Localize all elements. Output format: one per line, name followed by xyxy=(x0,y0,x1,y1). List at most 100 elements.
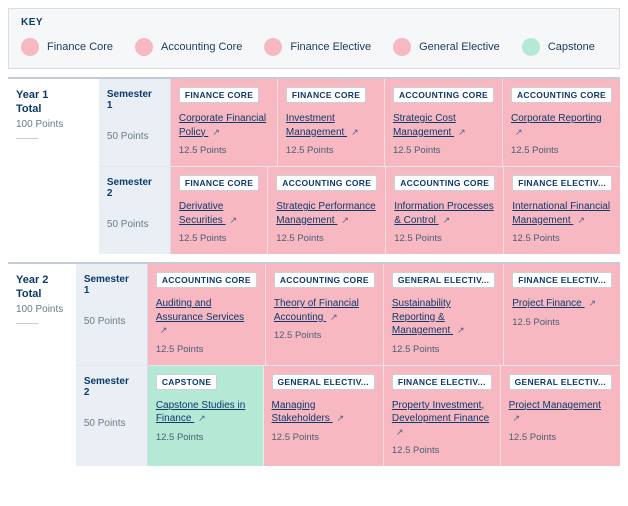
legend-dot xyxy=(522,38,540,56)
course-link[interactable]: Strategic Performance Management ↗ xyxy=(276,200,377,227)
external-link-icon: ↗ xyxy=(515,126,523,138)
year-points: 100 Points xyxy=(16,119,91,130)
course-link[interactable]: Theory of Financial Accounting ↗ xyxy=(274,297,375,324)
legend-label: Finance Core xyxy=(47,41,113,53)
divider xyxy=(16,323,38,324)
legend-item: Finance Core xyxy=(21,38,113,56)
course-link[interactable]: Information Processes & Control ↗ xyxy=(394,200,495,227)
course-card: FINANCE ELECTIV... Property Investment, D… xyxy=(384,366,501,467)
year-total-label: Total xyxy=(16,103,91,115)
legend-title: KEY xyxy=(21,17,607,28)
course-card: FINANCE CORE Corporate Financial Policy ↗… xyxy=(171,79,278,166)
course-link[interactable]: Strategic Cost Management ↗ xyxy=(393,112,494,139)
semester-num: 2 xyxy=(84,387,139,398)
course-card: GENERAL ELECTIV...Project Management ↗12… xyxy=(501,366,620,467)
course-link[interactable]: Corporate Reporting ↗ xyxy=(511,112,612,139)
course-link[interactable]: Derivative Securities ↗ xyxy=(179,200,259,227)
course-points: 12.5 Points xyxy=(272,432,375,443)
semester-row: Semester2 50 Points FINANCE CORE Derivative… xyxy=(99,166,620,254)
course-category-badge: FINANCE CORE xyxy=(179,175,259,191)
course-category-badge: ACCOUNTING CORE xyxy=(274,272,375,288)
semester-points: 50 Points xyxy=(107,131,162,142)
semester-name: Semester xyxy=(84,274,139,285)
legend-label: Finance Elective xyxy=(290,41,371,53)
semester-label: Semester250 Points xyxy=(76,366,148,467)
semester-row: Semester150 PointsFINANCE CORECorporate … xyxy=(99,79,620,166)
semester-row: Semester1 50 Points ACCOUNTING CORE Auditin… xyxy=(76,264,620,365)
course-points: 12.5 Points xyxy=(392,344,495,355)
legend-items: Finance CoreAccounting CoreFinance Elect… xyxy=(21,38,607,56)
course-card: FINANCE COREInvestment Management ↗12.5 … xyxy=(278,79,385,166)
course-points: 12.5 Points xyxy=(394,233,495,244)
year-block: Year 1Total100 PointsSemester150 PointsF… xyxy=(8,77,620,254)
semester-points: 50 Points xyxy=(84,316,139,327)
course-points: 12.5 Points xyxy=(156,432,255,443)
legend-label: Capstone xyxy=(548,41,595,53)
semester-row: Semester250 PointsCAPSTONECapstone Studi… xyxy=(76,365,620,467)
year-header: Year 1 Total 100 Points xyxy=(8,79,99,254)
course-points: 12.5 Points xyxy=(156,344,257,355)
course-points: 12.5 Points xyxy=(274,330,375,341)
external-link-icon: ↗ xyxy=(458,126,466,138)
semester-num: 2 xyxy=(107,188,162,199)
course-points: 12.5 Points xyxy=(512,317,612,328)
external-link-icon: ↗ xyxy=(212,126,220,138)
external-link-icon: ↗ xyxy=(577,214,585,226)
year-header: Year 2Total100 Points xyxy=(8,264,76,466)
course-points: 12.5 Points xyxy=(392,445,492,456)
external-link-icon: ↗ xyxy=(513,412,521,424)
legend-dot xyxy=(21,38,39,56)
course-link[interactable]: Project Finance ↗ xyxy=(512,297,612,311)
course-card: ACCOUNTING CORE Auditing and Assurance Se… xyxy=(148,264,266,365)
external-link-icon: ↗ xyxy=(396,426,404,438)
semester-num: 1 xyxy=(84,285,139,296)
semester-label: Semester1 50 Points xyxy=(76,264,148,365)
external-link-icon: ↗ xyxy=(589,297,597,309)
external-link-icon: ↗ xyxy=(230,214,238,226)
legend-dot xyxy=(264,38,282,56)
course-category-badge: FINANCE ELECTIV... xyxy=(512,272,612,288)
external-link-icon: ↗ xyxy=(341,214,349,226)
course-card: ACCOUNTING CORE Theory of Financial Accou… xyxy=(266,264,384,365)
legend-dot xyxy=(393,38,411,56)
course-link[interactable]: Capstone Studies in Finance ↗ xyxy=(156,399,255,426)
course-category-badge: FINANCE ELECTIV... xyxy=(512,175,612,191)
course-category-badge: FINANCE ELECTIV... xyxy=(392,374,492,390)
external-link-icon: ↗ xyxy=(198,412,206,424)
course-category-badge: GENERAL ELECTIV... xyxy=(392,272,495,288)
year-total-label: Total xyxy=(16,288,68,300)
course-link[interactable]: Corporate Financial Policy ↗ xyxy=(179,112,269,139)
course-category-badge: GENERAL ELECTIV... xyxy=(509,374,612,390)
external-link-icon: ↗ xyxy=(443,214,451,226)
external-link-icon: ↗ xyxy=(330,311,338,323)
year-title: Year 1 xyxy=(16,89,91,101)
course-link[interactable]: Project Management ↗ xyxy=(509,399,612,426)
course-category-badge: FINANCE CORE xyxy=(286,87,366,103)
course-category-badge: ACCOUNTING CORE xyxy=(511,87,612,103)
course-points: 12.5 Points xyxy=(393,145,494,156)
course-category-badge: FINANCE CORE xyxy=(179,87,259,103)
course-card: CAPSTONECapstone Studies in Finance ↗12.… xyxy=(148,366,264,467)
course-link[interactable]: Investment Management ↗ xyxy=(286,112,376,139)
legend-label: General Elective xyxy=(419,41,500,53)
course-link[interactable]: Auditing and Assurance Services ↗ xyxy=(156,297,257,338)
course-card: ACCOUNTING COREInformation Processes & C… xyxy=(386,167,504,254)
year-points: 100 Points xyxy=(16,304,68,315)
divider xyxy=(16,138,38,139)
course-link[interactable]: International Financial Management ↗ xyxy=(512,200,612,227)
course-category-badge: ACCOUNTING CORE xyxy=(276,175,377,191)
legend-item: Capstone xyxy=(522,38,595,56)
course-link[interactable]: Property Investment, Development Finance… xyxy=(392,399,492,440)
course-link[interactable]: Sustainability Reporting & Management ↗ xyxy=(392,297,495,338)
legend-dot xyxy=(135,38,153,56)
course-category-badge: GENERAL ELECTIV... xyxy=(272,374,375,390)
semester-points: 50 Points xyxy=(107,219,162,230)
semester-name: Semester xyxy=(107,177,162,188)
course-card: ACCOUNTING COREStrategic Cost Management… xyxy=(385,79,503,166)
semester-name: Semester xyxy=(107,89,162,100)
course-link[interactable]: Managing Stakeholders ↗ xyxy=(272,399,375,426)
course-points: 12.5 Points xyxy=(179,145,269,156)
course-points: 12.5 Points xyxy=(511,145,612,156)
course-category-badge: ACCOUNTING CORE xyxy=(156,272,257,288)
semester-points: 50 Points xyxy=(84,418,139,429)
